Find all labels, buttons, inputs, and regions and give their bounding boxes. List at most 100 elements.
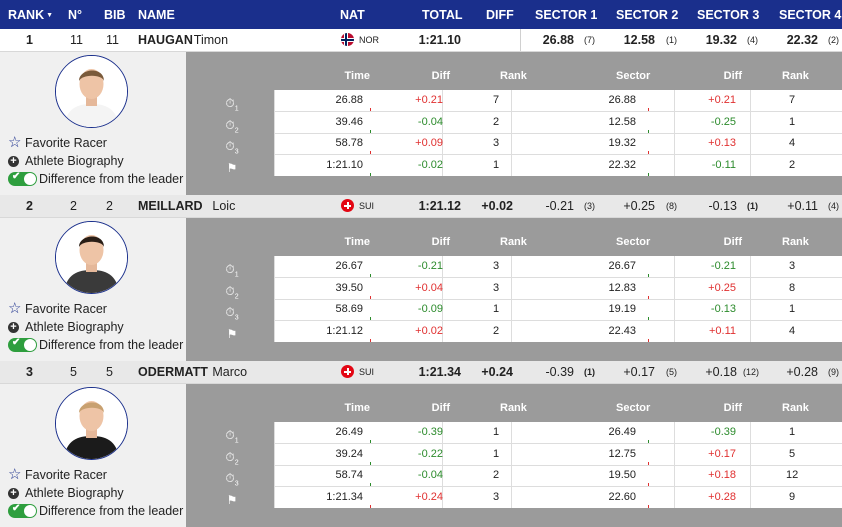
plus-icon[interactable]: + <box>8 322 19 333</box>
athlete-first-name[interactable]: Marco <box>212 365 248 379</box>
split-header-srank: Rank <box>782 402 809 414</box>
stopwatch-2-icon: ⏱2 <box>225 118 239 135</box>
athlete-nation: SUI <box>359 367 375 377</box>
difference-label[interactable]: Difference from the leader <box>39 504 184 518</box>
diff-column-header: DIFF <box>486 8 514 22</box>
sector-diff: -0.39 <box>710 426 736 438</box>
athlete-number: 11 <box>70 33 83 47</box>
sector4-value: +0.28 <box>786 365 818 379</box>
grid-line <box>274 486 842 487</box>
difference-toggle[interactable]: ✔ <box>8 503 37 518</box>
sector4-column-header: SECTOR 4 <box>779 8 842 22</box>
split-times-grid: 26.67 -0.21 3 26.67 -0.21 3 39.50 +0.04 3 12.83 +0… <box>274 256 842 342</box>
stopwatch-3-icon: ⏱3 <box>225 139 239 156</box>
athlete-first-name[interactable]: Loic <box>212 199 236 213</box>
split-diff: +0.04 <box>415 281 443 294</box>
grid-line <box>274 277 842 278</box>
sector2-rank: (8) <box>666 201 677 211</box>
star-icon[interactable]: ☆ <box>8 300 22 317</box>
athlete-sidebar: ☆ Favorite Racer + Athlete Biography ✔ Differ… <box>0 52 186 195</box>
sector-diff: +0.18 <box>708 469 736 481</box>
athlete-nation: NOR <box>359 35 379 45</box>
stopwatch-3-icon: ⏱3 <box>225 305 239 322</box>
athlete-row[interactable]: 3 5 5 ODERMATT Marco SUI 1:21.34 +0.24 -0.39 (1) +… <box>0 361 842 384</box>
diff-indicator <box>370 338 371 342</box>
rank-column-header[interactable]: RANK ▼ <box>8 8 54 22</box>
athlete-first-name[interactable]: Timon <box>193 33 229 47</box>
split-rank: 3 <box>493 260 500 272</box>
athlete-last-name[interactable]: ODERMATT <box>138 365 208 379</box>
stopwatch-3-icon: ⏱3 <box>225 471 239 488</box>
favorite-racer-label[interactable]: Favorite Racer <box>25 136 107 150</box>
diff-indicator <box>648 129 649 133</box>
split-time: 58.78 <box>335 137 363 149</box>
split-time: 26.67 <box>335 260 363 272</box>
sector3-value: +0.18 <box>705 365 737 379</box>
athlete-biography-label[interactable]: Athlete Biography <box>25 486 124 500</box>
sector-time: 19.19 <box>608 303 636 315</box>
sector4-value: 22.32 <box>786 33 818 47</box>
results-header: RANK ▼ N° BIB NAME NAT TOTAL DIFF SECTOR … <box>0 0 842 29</box>
split-header-sdiff: Diff <box>723 70 742 82</box>
athlete-rank: 2 <box>26 199 33 213</box>
sort-arrow-icon[interactable]: ▼ <box>46 12 54 19</box>
sector3-value: -0.13 <box>708 199 738 213</box>
sector-diff: +0.25 <box>708 281 736 294</box>
split-diff: -0.21 <box>417 260 443 272</box>
grid-divider <box>274 256 275 342</box>
difference-label[interactable]: Difference from the leader <box>39 338 184 352</box>
split-time: 1:21.10 <box>326 158 363 171</box>
split-rank: 1 <box>493 447 500 460</box>
plus-icon[interactable]: + <box>8 488 19 499</box>
split-header-srank: Rank <box>782 70 809 82</box>
sector-time: 12.83 <box>608 281 636 294</box>
split-header-srank: Rank <box>782 236 809 248</box>
split-rank: 2 <box>493 324 500 337</box>
difference-label[interactable]: Difference from the leader <box>39 172 184 186</box>
athlete-rank: 3 <box>26 365 33 379</box>
grid-line <box>274 320 842 321</box>
diff-indicator <box>370 151 371 154</box>
sector1-rank: (3) <box>584 201 595 211</box>
sector2-rank: (1) <box>666 35 677 45</box>
sector2-column-header: SECTOR 2 <box>616 8 679 22</box>
split-diff: +0.02 <box>415 324 443 337</box>
difference-toggle[interactable]: ✔ <box>8 171 37 186</box>
split-diff: -0.02 <box>417 158 443 171</box>
diff-indicator <box>648 108 649 111</box>
split-header-sdiff: Diff <box>723 236 742 248</box>
athlete-photo <box>55 387 128 460</box>
bib-column-header: BIB <box>104 8 126 22</box>
athlete-biography-label[interactable]: Athlete Biography <box>25 320 124 334</box>
star-icon[interactable]: ☆ <box>8 466 22 483</box>
plus-icon[interactable]: + <box>8 156 19 167</box>
athlete-last-name[interactable]: MEILLARD <box>138 199 203 213</box>
grid-divider <box>674 422 675 508</box>
split-rank: 3 <box>493 137 500 149</box>
favorite-racer-label[interactable]: Favorite Racer <box>25 302 107 316</box>
athlete-row[interactable]: 2 2 2 MEILLARD Loic SUI 1:21.12 +0.02 -0.21 (3) +0… <box>0 195 842 218</box>
grid-line <box>274 133 842 134</box>
sector-rank: 1 <box>789 426 796 438</box>
split-header-time: Time <box>344 402 370 414</box>
split-header-time: Time <box>344 70 370 82</box>
athlete-row[interactable]: 1 11 11 HAUGAN Timon NOR 1:21.10 26.88 (7) 12.58(… <box>0 29 842 52</box>
athlete-detail-panel: ☆ Favorite Racer + Athlete Biography ✔ Differ… <box>0 384 842 527</box>
sector3-rank: (4) <box>747 35 758 45</box>
athlete-biography-label[interactable]: Athlete Biography <box>25 154 124 168</box>
check-icon: ✔ <box>12 503 21 514</box>
sector-diff: -0.21 <box>710 260 736 272</box>
sector-diff: -0.11 <box>711 158 736 171</box>
diff-indicator <box>648 483 649 486</box>
star-icon[interactable]: ☆ <box>8 134 22 151</box>
difference-toggle[interactable]: ✔ <box>8 337 37 352</box>
grid-divider <box>750 90 751 176</box>
split-times-panel: Time Diff Rank Sector Diff Rank ⏱1 ⏱2 ⏱3 ⚑ 26.67 -0… <box>186 218 842 361</box>
favorite-racer-label[interactable]: Favorite Racer <box>25 468 107 482</box>
split-times-grid: 26.88 +0.21 7 26.88 +0.21 7 39.46 -0.04 2 12.58 -0… <box>274 90 842 176</box>
split-time: 1:21.12 <box>326 324 363 337</box>
athlete-last-name[interactable]: HAUGAN <box>138 33 193 47</box>
sector-time: 22.32 <box>608 158 636 171</box>
toggle-knob <box>24 339 36 351</box>
athlete-sidebar: ☆ Favorite Racer + Athlete Biography ✔ Differ… <box>0 384 186 527</box>
